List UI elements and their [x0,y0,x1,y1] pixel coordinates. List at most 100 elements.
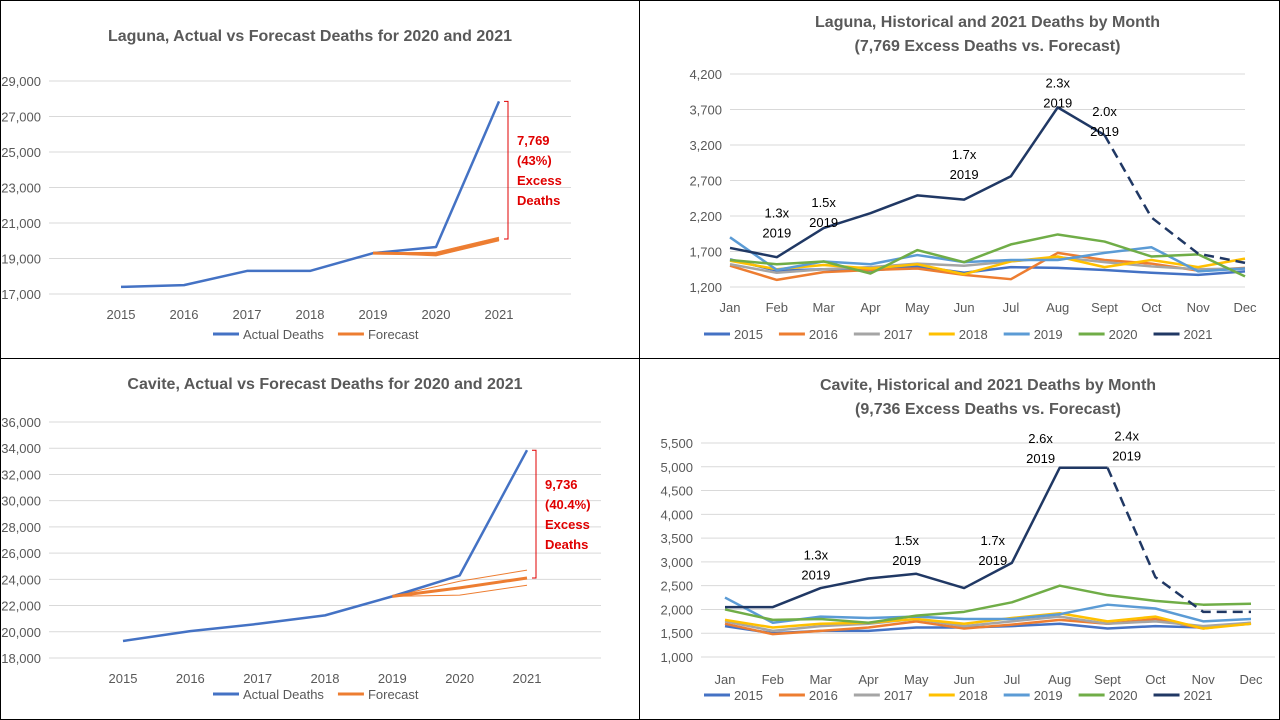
x-tick-label: Aug [1046,300,1069,315]
x-tick-label: 2020 [445,671,474,686]
multiplier-annotation: 2019 [950,167,979,182]
series-line-actual-deaths [122,449,529,643]
x-tick-label: Sept [1094,672,1121,687]
series-line-2021 [725,466,1108,609]
multiplier-annotation: 1.3x [765,205,790,220]
y-tick-label: 29,000 [1,74,41,89]
x-tick-label: May [905,300,930,315]
x-tick-label: Jan [715,672,736,687]
multiplier-annotation: 2019 [1112,449,1141,464]
x-tick-label: Dec [1239,672,1263,687]
y-tick-label: 2,200 [689,209,722,224]
series-line-2020 [724,584,1252,625]
cavite-monthly-svg: Cavite, Historical and 2021 Deaths by Mo… [660,377,1275,703]
series-line-2020 [729,233,1246,278]
x-tick-label: 2021 [513,671,542,686]
legend-label: 2020 [1109,327,1138,342]
x-tick-label: Nov [1187,300,1211,315]
x-tick-label: 2015 [107,307,136,322]
x-tick-label: May [904,672,929,687]
y-tick-label: 17,000 [1,287,41,302]
legend-label: Actual Deaths [243,327,324,342]
y-tick-label: 34,000 [1,441,41,456]
x-tick-label: 2020 [422,307,451,322]
y-tick-label: 30,000 [1,494,41,509]
legend-label: Actual Deaths [243,687,324,702]
legend-label: 2018 [959,688,988,703]
legend-label: 2017 [884,327,913,342]
excess-label: Deaths [545,537,588,552]
y-tick-label: 3,200 [689,138,722,153]
excess-label: Excess [545,517,590,532]
multiplier-annotation: 2019 [1090,124,1119,139]
multiplier-annotation: 2019 [978,553,1007,568]
x-tick-label: 2016 [176,671,205,686]
y-tick-label: 2,700 [689,174,722,189]
y-tick-label: 3,000 [660,555,693,570]
x-tick-label: Jul [1004,672,1021,687]
laguna-annual-svg: Laguna, Actual vs Forecast Deaths for 20… [1,28,571,342]
chart-title-line: (9,736 Excess Deaths vs. Forecast) [855,401,1121,418]
legend-label: 2021 [1184,327,1213,342]
chart-title-line: Laguna, Historical and 2021 Deaths by Mo… [815,14,1160,31]
multiplier-annotation: 2019 [801,568,830,583]
excess-label: Deaths [517,193,560,208]
x-tick-label: Jan [720,300,741,315]
x-tick-label: Jul [1003,300,1020,315]
cavite-monthly-chart: Cavite, Historical and 2021 Deaths by Mo… [639,358,1280,720]
y-tick-label: 21,000 [1,216,41,231]
y-tick-label: 28,000 [1,520,41,535]
y-tick-label: 36,000 [1,415,41,430]
y-tick-label: 5,000 [660,460,693,475]
x-tick-label: 2018 [311,671,340,686]
multiplier-annotation: 2019 [892,553,921,568]
series-line-2016 [729,251,1246,282]
multiplier-annotation: 2019 [1043,95,1072,110]
y-tick-label: 4,000 [660,507,693,522]
y-tick-label: 32,000 [1,467,41,482]
series-line-actual-deaths [120,100,501,289]
y-tick-label: 2,500 [660,579,693,594]
series-line-2018 [729,255,1246,276]
x-tick-label: 2017 [243,671,272,686]
legend-label: 2015 [734,688,763,703]
multiplier-annotation: 2019 [1026,451,1055,466]
x-tick-label: Apr [860,300,881,315]
x-tick-label: 2019 [378,671,407,686]
legend-label: 2015 [734,327,763,342]
chart-title-line: Cavite, Actual vs Forecast Deaths for 20… [127,376,522,393]
forecast-bound-lower [392,584,528,597]
multiplier-annotation: 1.5x [894,533,919,548]
series-line-2019 [724,596,1252,625]
x-tick-label: 2015 [109,671,138,686]
y-tick-label: 3,500 [660,531,693,546]
legend-label: 2019 [1034,327,1063,342]
series-line-2018 [724,611,1252,630]
chart-title-line: Laguna, Actual vs Forecast Deaths for 20… [108,28,512,45]
multiplier-annotation: 2.6x [1028,431,1053,446]
laguna-monthly-svg: Laguna, Historical and 2021 Deaths by Mo… [689,14,1257,342]
multiplier-annotation: 1.3x [804,548,829,563]
excess-bracket [504,100,509,240]
series-line-dashed-2021 [1106,467,1251,614]
legend-label: 2017 [884,688,913,703]
x-tick-label: Aug [1048,672,1071,687]
y-tick-label: 1,000 [660,650,693,665]
y-tick-label: 20,000 [1,625,41,640]
series-line-forecast [392,576,528,598]
series-line-2016 [724,617,1252,636]
y-tick-label: 4,200 [689,67,722,82]
y-tick-label: 1,200 [689,280,722,295]
excess-label: Excess [517,173,562,188]
laguna-annual-chart: Laguna, Actual vs Forecast Deaths for 20… [0,0,641,360]
cavite-annual-chart: Cavite, Actual vs Forecast Deaths for 20… [0,358,641,720]
multiplier-annotation: 2.3x [1045,75,1070,90]
legend-label: 2020 [1109,688,1138,703]
x-tick-label: Mar [809,672,832,687]
y-tick-label: 18,000 [1,651,41,666]
y-tick-label: 2,000 [660,602,693,617]
cavite-annual-svg: Cavite, Actual vs Forecast Deaths for 20… [1,376,601,702]
x-tick-label: Nov [1192,672,1216,687]
x-tick-label: Mar [812,300,835,315]
legend-label: 2019 [1034,688,1063,703]
